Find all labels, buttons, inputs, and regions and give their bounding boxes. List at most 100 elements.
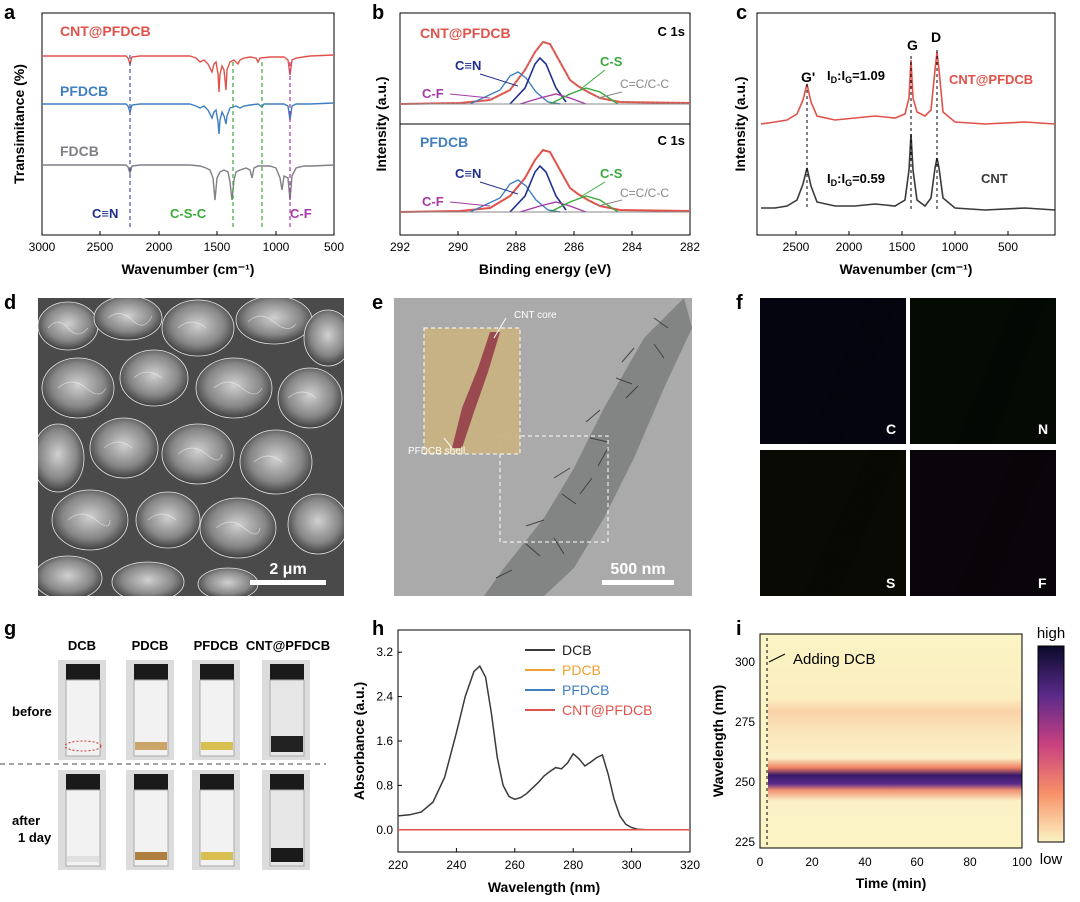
xps-bottom-core: C 1s (658, 133, 685, 148)
peak-g-label: G (907, 37, 918, 53)
panel-label-a: a (4, 2, 16, 24)
tick: 500 (998, 240, 1018, 254)
xps-top-cn (509, 56, 567, 105)
xps-top-cf-label: C-F (422, 86, 444, 101)
xtick-label: 220 (388, 858, 408, 872)
eds-label-s: S (886, 575, 895, 591)
tem-fiber (484, 298, 692, 596)
eds-map-f (954, 450, 1050, 596)
xtick-label: 320 (680, 858, 700, 872)
ratio-top: ID:IG=1.09 (827, 68, 885, 85)
tick: 300 (735, 655, 755, 669)
panel-a-xlabel: Wavenumber (cm⁻¹) (122, 261, 255, 277)
panel-a-ftir-chart: CNT@PFDCB PFDCB FDCB C≡N C-S-C C-F 3000 … (11, 12, 344, 277)
panel-h-yticks: 0.0 0.8 1.6 2.4 3.2 (376, 645, 402, 837)
xps-top: CNT@PFDCB C 1s C≡N C-F C-S C=C/C-C (399, 24, 691, 105)
vial-col-dcb: DCB (68, 638, 96, 653)
xps-top-cs-label: C-S (600, 54, 623, 69)
tem-inset-core (452, 332, 500, 448)
tick: 0 (757, 855, 764, 869)
vial-col-pdcb: PDCB (132, 638, 169, 653)
peak-d-label: D (931, 29, 941, 45)
panel-label-i: i (736, 618, 742, 640)
xps-bottom-cc-pointer (597, 199, 623, 207)
sem-scale-label: 2 μm (269, 561, 306, 578)
panel-i-yticks: 300 275 250 225 (735, 655, 755, 849)
xps-top-peak (519, 93, 587, 105)
raman-cnt-pfdcb (760, 51, 1056, 125)
panel-h-legend: DCB PDCB PFDCB CNT@PFDCB (525, 642, 652, 718)
xps-bottom-cf-pointer (449, 201, 491, 207)
spectrum-pfdcb-peaks (189, 102, 335, 135)
spectrum-fdcb-peaks (189, 164, 335, 201)
ytick-label: 3.2 (376, 645, 393, 659)
panel-b-xps-chart: CNT@PFDCB C 1s C≡N C-F C-S C=C/C-C PFDCB… (373, 12, 700, 277)
tick: 20 (805, 855, 819, 869)
xps-top-cc-label: C=C/C-C (620, 77, 669, 91)
panel-label-g: g (4, 618, 17, 640)
panel-a-ylabel: Transimitance (%) (11, 64, 27, 184)
tick: 288 (506, 240, 526, 254)
xtick-label: 300 (622, 858, 642, 872)
xps-bottom-cs-pointer (581, 181, 606, 197)
tick: 284 (622, 240, 642, 254)
label-fdcb: FDCB (60, 143, 99, 159)
heatmap-band (768, 634, 1022, 848)
tick: 500 (324, 240, 344, 254)
xps-top-cf (469, 71, 561, 105)
colorbar-high: high (1037, 625, 1065, 642)
ytick-label: 0.8 (376, 778, 393, 792)
label-cnt-pfdcb: CNT@PFDCB (60, 23, 151, 39)
panel-a-frame (41, 12, 335, 236)
tick: 80 (963, 855, 977, 869)
tem-shell-pointer (443, 437, 453, 449)
xps-top-cn-label: C≡N (455, 58, 481, 73)
panel-a-xticks: 3000 2500 2000 1500 1000 500 (29, 231, 344, 254)
tick: 3000 (29, 240, 56, 254)
ytick-label: 2.4 (376, 690, 393, 704)
panel-c-raman-chart: G' G D ID:IG=1.09 ID:IG=0.59 CNT@PFDCB C… (732, 12, 1056, 277)
panel-h-xlabel: Wavelength (nm) (488, 879, 600, 895)
spectrum-cnt-pfdcb (42, 55, 190, 67)
series-line-dcb (397, 664, 690, 831)
tem-shell-label: PFDCB shell (408, 446, 465, 457)
eds-label-c: C (886, 421, 896, 437)
tick: 286 (564, 240, 584, 254)
panel-b-xlabel: Binding energy (eV) (479, 261, 611, 277)
heatmap-frame (759, 633, 1023, 849)
xps-bottom: PFDCB C 1s C≡N C-F C-S C=C/C-C (399, 133, 691, 213)
tick: 2000 (146, 240, 173, 254)
tick: 100 (1012, 855, 1032, 869)
panel-c-xlabel: Wavenumber (cm⁻¹) (840, 261, 973, 277)
tick: 1000 (263, 240, 290, 254)
legend-label: CNT@PFDCB (562, 702, 652, 718)
colorbar-low: low (1040, 851, 1063, 868)
panel-c-frame (756, 12, 1056, 236)
heatmap-annotation: Adding DCB (793, 651, 876, 668)
xps-top-title: CNT@PFDCB (420, 25, 511, 41)
panel-c-ylabel: Intensity (a.u.) (732, 77, 748, 172)
tem-core-pointer (493, 317, 507, 339)
heatmap-add-pointer (768, 653, 786, 663)
panel-i-ylabel: Wavelength (nm) (710, 685, 726, 797)
tick: 225 (735, 835, 755, 849)
xps-bottom-cf-label: C-F (422, 194, 444, 209)
panel-label-b: b (372, 2, 385, 24)
panel-i-heatmap: Adding DCB 300 275 250 225 0 20 40 60 80… (710, 625, 1065, 891)
xps-bottom-envelope (399, 148, 691, 213)
panel-label-c: c (736, 2, 748, 24)
peak-g-prime-label: G' (801, 69, 815, 85)
eds-map-c (806, 298, 900, 444)
tem-scale-label: 500 nm (610, 561, 665, 578)
legend-label: PFDCB (562, 682, 609, 698)
tick: 2500 (87, 240, 114, 254)
tem-core-label: CNT core (514, 310, 557, 321)
spectrum-pfdcb (42, 103, 190, 115)
spectrum-fdcb (42, 164, 190, 176)
panel-label-f: f (736, 292, 743, 314)
vial-col-pfdcb: PFDCB (194, 638, 239, 653)
panel-e-tem-image: CNT core PFDCB shell 500 nm (394, 298, 692, 596)
tem-flakes (495, 317, 669, 579)
panel-f-eds-maps: C N S F (760, 298, 1056, 596)
eds-map-n (956, 298, 1048, 444)
